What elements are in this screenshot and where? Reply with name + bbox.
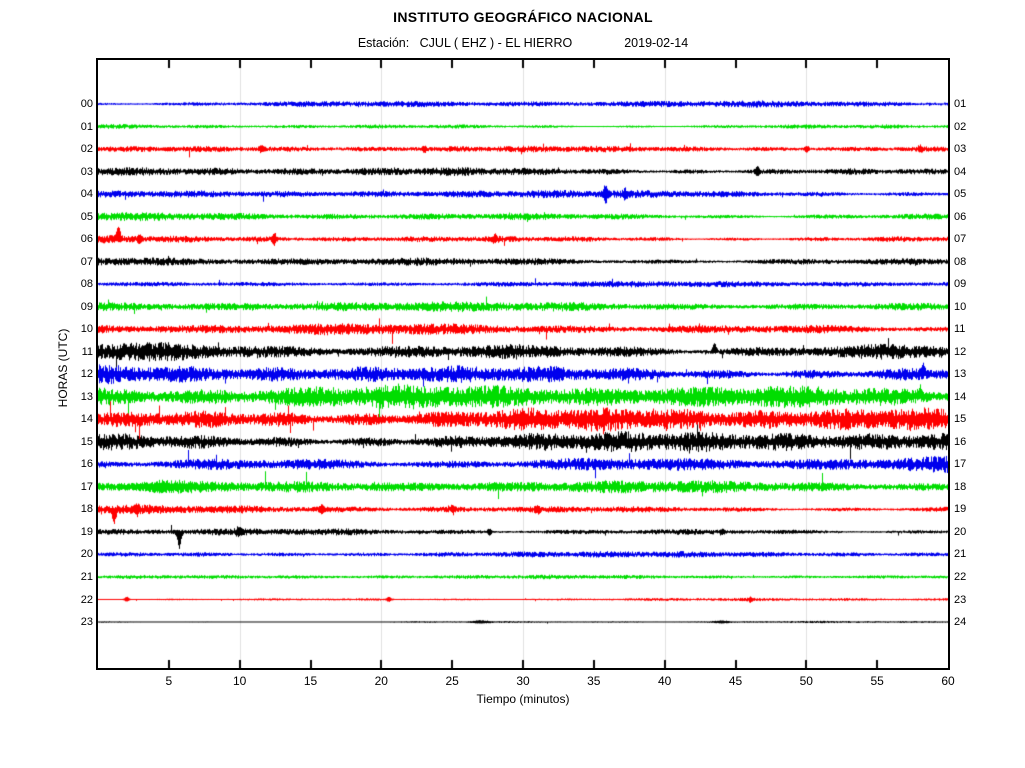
left-hour-labels: 00 01 02 03 04 05 06 07 08 09 10 11 12 13 14 15 16 17 18 19… (0, 0, 93, 768)
hour-label-right: 12 (954, 345, 967, 358)
x-tick-label: 20 (374, 674, 388, 688)
x-tick-label: 30 (516, 674, 530, 688)
hour-label-right: 02 (954, 120, 967, 133)
subtitle: Estación: CJUL ( EHZ ) - EL HIERRO 2019-… (98, 36, 948, 50)
hour-label-right: 18 (954, 480, 967, 493)
hour-label-left: 08 (80, 278, 93, 291)
hour-label-right: 14 (954, 390, 967, 403)
hour-label-left: 20 (80, 548, 93, 561)
hour-label-left: 21 (80, 571, 93, 583)
hour-label-right: 22 (954, 571, 967, 583)
hour-label-right: 16 (954, 435, 967, 448)
hour-label-left: 16 (80, 458, 93, 471)
right-hour-labels: 01 02 03 04 05 06 07 08 09 10 11 12 13 14 15 16 17 18 19 20… (954, 0, 1014, 768)
hour-label-right: 11 (954, 323, 966, 336)
hour-label-right: 07 (954, 233, 967, 246)
hour-label-left: 15 (80, 435, 93, 448)
hour-label-right: 20 (954, 525, 967, 538)
hour-label-right: 10 (954, 300, 967, 313)
y-axis-title: HORAS (UTC) (56, 328, 70, 408)
hour-label-left: 06 (80, 233, 93, 246)
hour-label-right: 24 (954, 616, 967, 628)
hour-label-left: 05 (80, 210, 93, 223)
hour-label-right: 17 (954, 458, 967, 471)
page-title: INSTITUTO GEOGRÁFICO NACIONAL (393, 9, 653, 25)
hour-label-left: 18 (80, 503, 93, 516)
x-tick-label: 10 (233, 674, 247, 688)
hour-label-right: 08 (954, 255, 967, 268)
hour-label-left: 07 (80, 255, 93, 268)
hour-label-left: 01 (80, 120, 93, 133)
hour-label-right: 19 (954, 503, 967, 516)
hour-label-left: 11 (81, 345, 93, 358)
hour-label-left: 17 (80, 480, 93, 493)
hour-label-right: 13 (954, 368, 967, 381)
x-tick-label: 40 (658, 674, 672, 688)
x-tick-label: 45 (728, 674, 743, 688)
hour-label-right: 06 (954, 210, 967, 223)
hour-label-right: 01 (954, 98, 967, 110)
hour-label-left: 04 (80, 188, 93, 201)
date-label: 2019-02-14 (624, 36, 689, 50)
hour-label-right: 15 (954, 413, 967, 426)
x-axis-title: Tiempo (minutos) (476, 692, 570, 706)
x-tick-label: 60 (941, 674, 955, 688)
hour-label-left: 22 (80, 593, 93, 606)
x-tick-label: 25 (445, 674, 459, 688)
x-tick-label: 35 (587, 674, 601, 688)
hour-label-left: 23 (80, 616, 93, 628)
x-tick-label: 55 (870, 674, 884, 688)
hour-label-right: 23 (954, 593, 967, 606)
hour-label-right: 03 (954, 143, 967, 155)
x-tick-label: 50 (799, 674, 813, 688)
station-label: Estación: CJUL ( EHZ ) - EL HIERRO (357, 36, 573, 50)
hour-label-left: 13 (80, 390, 93, 403)
hour-label-left: 09 (80, 300, 93, 313)
hour-label-right: 04 (954, 165, 967, 178)
hour-label-left: 00 (80, 98, 93, 110)
plot-area (96, 58, 950, 670)
helicorder-canvas (98, 60, 948, 668)
hour-label-right: 21 (954, 548, 967, 561)
x-tick-label: 15 (303, 674, 318, 688)
hour-label-right: 09 (954, 278, 967, 291)
hour-label-left: 03 (80, 165, 93, 178)
hour-label-right: 05 (954, 188, 967, 201)
hour-label-left: 10 (80, 323, 93, 336)
hour-label-left: 14 (80, 413, 93, 426)
hour-label-left: 12 (80, 368, 93, 381)
x-tick-label: 5 (165, 674, 173, 688)
hour-label-left: 02 (80, 143, 93, 155)
hour-label-left: 19 (80, 525, 93, 538)
